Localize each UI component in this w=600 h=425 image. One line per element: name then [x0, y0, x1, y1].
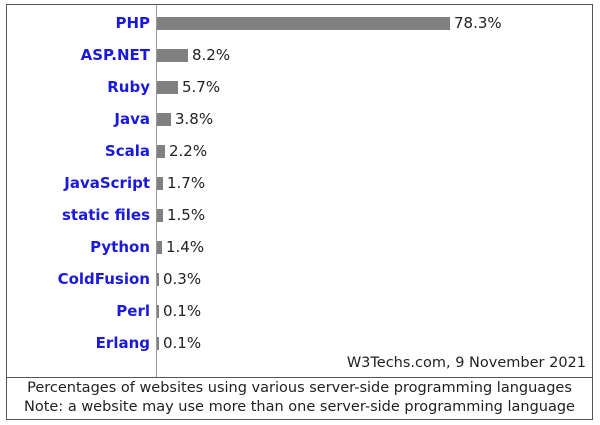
bar-row: PHP 78.3% — [7, 7, 592, 39]
bar-row: Ruby 5.7% — [7, 71, 592, 103]
bar — [157, 337, 159, 350]
bar-row: Java 3.8% — [7, 103, 592, 135]
bar-row: JavaScript 1.7% — [7, 167, 592, 199]
value-label: 2.2% — [169, 142, 208, 160]
bar — [157, 145, 165, 158]
bar — [157, 273, 159, 286]
bar — [157, 241, 162, 254]
caption: Percentages of websites using various se… — [7, 379, 592, 417]
caption-divider — [7, 377, 592, 378]
bar-row: static files 1.5% — [7, 199, 592, 231]
caption-line-2: Note: a website may use more than one se… — [24, 399, 575, 415]
value-label: 3.8% — [175, 110, 214, 128]
category-label-link[interactable]: static files — [61, 206, 150, 224]
category-label-link[interactable]: JavaScript — [64, 174, 150, 192]
category-label-link[interactable]: Scala — [104, 142, 150, 160]
value-label: 1.5% — [167, 206, 206, 224]
value-label: 0.1% — [163, 302, 202, 320]
bar-row: Erlang 0.1% — [7, 327, 592, 359]
category-label-link[interactable]: Perl — [116, 302, 150, 320]
value-label: 5.7% — [182, 78, 221, 96]
axis-line — [156, 5, 157, 377]
bar — [157, 113, 171, 126]
bar-row: ASP.NET 8.2% — [7, 39, 592, 71]
category-label-link[interactable]: ColdFusion — [57, 270, 150, 288]
category-label-link[interactable]: Erlang — [95, 334, 150, 352]
value-label: 1.4% — [166, 238, 205, 256]
category-label-link[interactable]: Ruby — [107, 78, 150, 96]
plot-area: PHP 78.3% ASP.NET 8.2% Ruby 5.7% Java 3.8% Scala… — [7, 5, 592, 377]
value-label: 0.1% — [163, 334, 202, 352]
bar-row: Perl 0.1% — [7, 295, 592, 327]
chart-frame: PHP 78.3% ASP.NET 8.2% Ruby 5.7% Java 3.8% Scala… — [6, 4, 593, 420]
caption-line-1: Percentages of websites using various se… — [27, 380, 572, 396]
bar — [157, 17, 450, 30]
bar-row: ColdFusion 0.3% — [7, 263, 592, 295]
source-label: W3Techs.com, 9 November 2021 — [346, 355, 586, 371]
category-label-link[interactable]: PHP — [115, 14, 150, 32]
value-label: 0.3% — [163, 270, 202, 288]
value-label: 8.2% — [192, 46, 231, 64]
value-label: 1.7% — [167, 174, 206, 192]
bar — [157, 81, 178, 94]
bar — [157, 209, 163, 222]
category-label-link[interactable]: Python — [90, 238, 150, 256]
category-label-link[interactable]: Java — [114, 110, 150, 128]
bar-row: Python 1.4% — [7, 231, 592, 263]
value-label: 78.3% — [454, 14, 502, 32]
bar-row: Scala 2.2% — [7, 135, 592, 167]
bar — [157, 305, 159, 318]
bar — [157, 49, 188, 62]
bar — [157, 177, 163, 190]
category-label-link[interactable]: ASP.NET — [80, 46, 150, 64]
